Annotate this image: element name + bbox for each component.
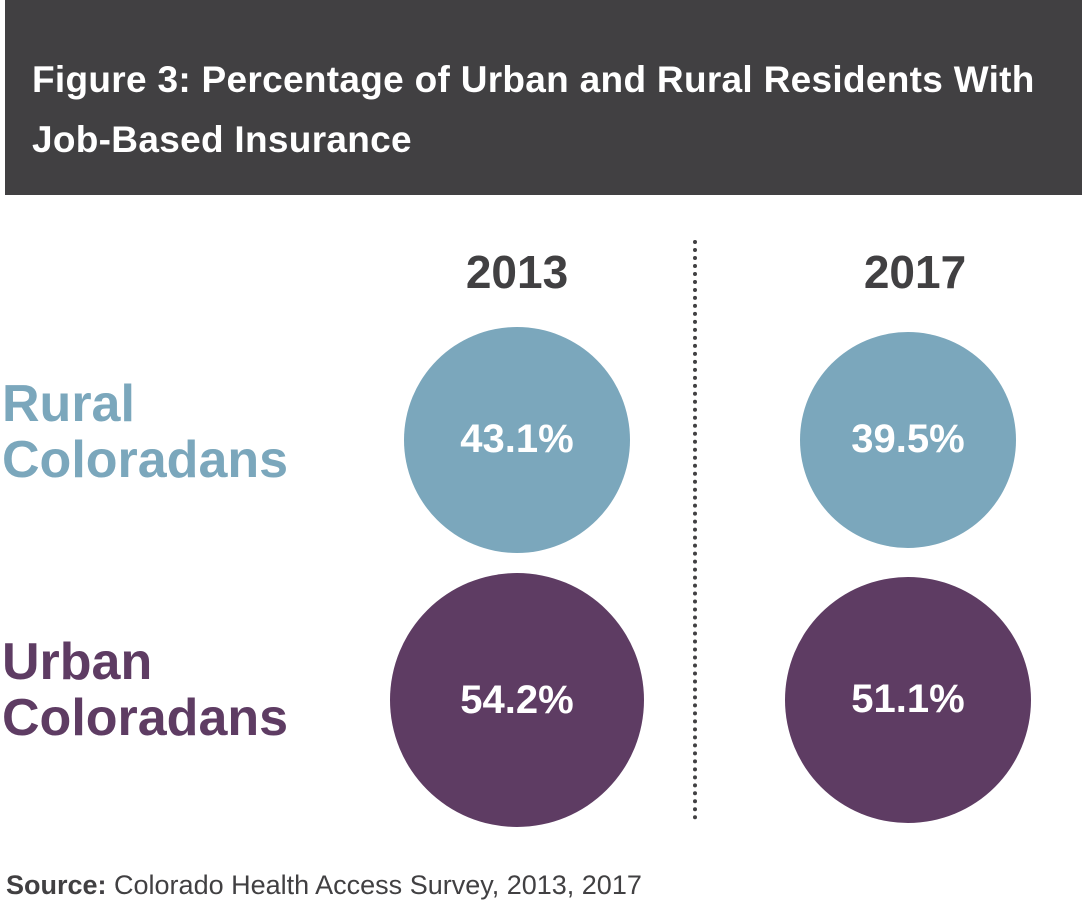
bubble-rural-2013: 43.1% bbox=[403, 326, 631, 554]
row-label-rural-line1: Rural bbox=[2, 375, 135, 433]
year-label-2017: 2017 bbox=[863, 246, 967, 298]
source-note: Source: Colorado Health Access Survey, 2… bbox=[6, 870, 642, 901]
bubble-urban-2013: 54.2% bbox=[390, 573, 644, 827]
bubble-rural-2017: 39.5% bbox=[799, 331, 1017, 549]
bubble-value-label: 43.1% bbox=[460, 417, 574, 462]
row-label-urban-line2: Coloradans bbox=[2, 689, 289, 747]
column-divider bbox=[693, 240, 697, 820]
chart-title: Figure 3: Percentage of Urban and Rural … bbox=[32, 59, 1035, 160]
source-text: Colorado Health Access Survey, 2013, 201… bbox=[106, 870, 642, 900]
row-label-rural-line2: Coloradans bbox=[2, 431, 289, 489]
row-label-urban-line1: Urban bbox=[2, 633, 153, 691]
bubble-value-label: 54.2% bbox=[460, 677, 574, 722]
source-label: Source: bbox=[6, 870, 107, 900]
year-label-2013: 2013 bbox=[465, 246, 569, 298]
title-banner: Figure 3: Percentage of Urban and Rural … bbox=[5, 0, 1082, 195]
bubble-value-label: 39.5% bbox=[851, 417, 965, 462]
bubble-urban-2017: 51.1% bbox=[784, 576, 1032, 824]
row-label-urban: Urban Coloradans bbox=[2, 634, 288, 746]
row-label-rural: Rural Coloradans bbox=[2, 376, 288, 488]
bubble-value-label: 51.1% bbox=[851, 677, 965, 722]
